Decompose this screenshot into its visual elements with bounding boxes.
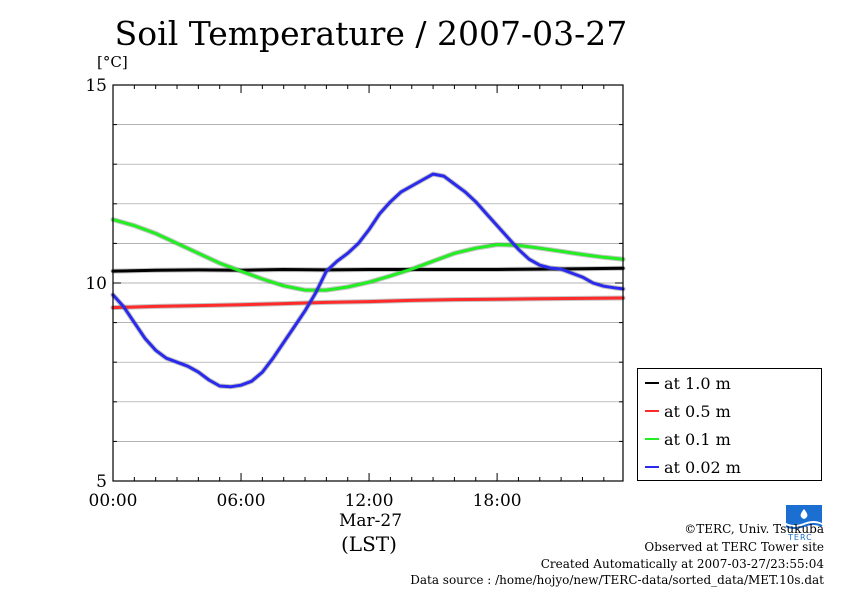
x-date-label: Mar-27 [339,511,403,531]
legend-swatch [645,466,659,468]
created-text: Created Automatically at 2007-03-27/23:5… [540,557,824,571]
terc-logo-icon [785,505,823,529]
x-tick-label: 12:00 [345,491,394,511]
series-line-at-0-1-m [111,218,625,292]
observed-text: Observed at TERC Tower site [644,540,824,554]
legend-item-0-02m: at 0.02 m [644,457,741,477]
series-line-at-1-0-m [111,266,625,273]
x-tick-label: 06:00 [217,491,266,511]
series-layer [110,171,626,390]
x-tick-label: 00:00 [89,491,138,511]
legend-swatch [645,410,659,412]
x-tick-label: 18:00 [473,491,522,511]
source-text: Data source : /home/hojyo/new/TERC-data/… [410,573,824,587]
series-line-at-0-5-m [111,296,625,310]
legend-label: at 0.02 m [664,457,741,477]
legend-item-0-1m: at 0.1 m [644,429,731,449]
legend-label: at 0.1 m [664,429,731,449]
series-line-at-0-02-m [111,172,625,389]
legend-swatch [645,382,659,384]
copyright-text: ©TERC, Univ. Tsukuba [684,522,824,536]
legend-label: at 1.0 m [664,373,731,393]
y-unit-label: [°C] [97,53,128,71]
axis-tick-labels: 5 10 15 00:00 06:00 12:00 18:00 [85,76,521,511]
y-tick-label: 5 [96,472,107,492]
legend-swatch [645,438,659,440]
chart-title: Soil Temperature / 2007-03-27 [114,14,628,53]
legend: at 1.0 m at 0.5 m at 0.1 m at 0.02 m [637,368,822,481]
legend-item-0-5m: at 0.5 m [644,401,731,421]
y-tick-label: 10 [85,274,107,294]
y-tick-label: 15 [85,76,107,96]
legend-label: at 0.5 m [664,401,731,421]
axis-ticks [112,84,623,482]
x-zone-label: (LST) [341,532,397,556]
legend-item-1m: at 1.0 m [644,373,731,393]
logo-text: TERC [788,533,813,542]
